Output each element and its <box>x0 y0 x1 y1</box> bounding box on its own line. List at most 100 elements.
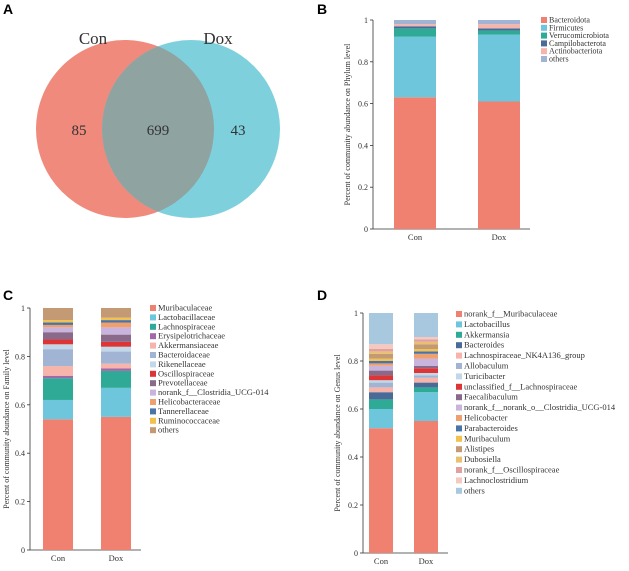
bar-segment-c-con-tannerellaceae <box>43 322 73 325</box>
bar-segment-c-con-others <box>43 308 73 321</box>
bar-segment-d-dox-lachnoclostridium <box>414 337 438 340</box>
legend-label-d-alistipes: Alistipes <box>464 444 494 454</box>
legend-label-c-tannerellaceae: Tannerellaceae <box>158 406 209 416</box>
bar-segment-c-dox-prevotellaceae <box>101 334 131 342</box>
y-tick-label-c-3: 0.6 <box>15 401 25 410</box>
bar-segment-c-con-bacteroidaceae <box>43 349 73 367</box>
bar-segment-b-con-firmicutes <box>394 36 436 98</box>
legend-label-d-lactobacillus: Lactobacillus <box>464 319 510 329</box>
bar-segment-d-dox-parabacteroides <box>414 351 438 354</box>
bar-segment-d-con-allobaculum <box>369 382 393 388</box>
legend-label-c-helicobacteraceae: Helicobacteraceae <box>158 397 221 407</box>
bar-segment-d-dox-helicobacter <box>414 353 438 359</box>
y-axis-title-c: Percent of community abundance on Family… <box>2 348 11 508</box>
y-tick-label-d-1: 0.2 <box>348 501 358 510</box>
bar-segment-d-con-lachnospiraceae-nk4a136-group <box>369 387 393 393</box>
legend-swatch-d-bacteroides <box>456 342 462 349</box>
bar-segment-b-dox-firmicutes <box>478 34 520 102</box>
bar-segment-c-con-norank-f-clostridia-ucg-014 <box>43 327 73 333</box>
bar-segment-d-dox-norank-f-muribaculaceae <box>414 421 438 553</box>
y-tick-label-b-2: 0.4 <box>358 141 368 150</box>
legend-label-b-campilobacterota: Campilobacterota <box>549 39 606 48</box>
bar-segment-b-dox-campilobacterota <box>478 28 520 31</box>
x-tick-label-d-dox: Dox <box>419 556 434 566</box>
legend-label-d-bacteroides: Bacteroides <box>464 340 504 350</box>
y-tick-label-c-4: 0.8 <box>15 352 25 361</box>
x-tick-label-c-dox: Dox <box>109 553 124 563</box>
legend-swatch-d-parabacteroides <box>456 425 462 432</box>
legend-label-b-actinobacteriota: Actinobacteriota <box>549 47 603 56</box>
legend-swatch-d-unclassified-f-lachnospiraceae <box>456 383 462 390</box>
legend-label-d-dubosiella: Dubosiella <box>464 454 501 464</box>
bar-segment-d-dox-lachnospiraceae-nk4a136-group <box>414 377 438 383</box>
y-tick-label-b-4: 0.8 <box>358 58 368 67</box>
legend-swatch-d-akkermansia <box>456 331 462 338</box>
legend-swatch-c-oscillospiraceae <box>150 370 156 377</box>
legend-swatch-c-akkermansiaceae <box>150 342 156 349</box>
y-tick-label-c-1: 0.2 <box>15 498 25 507</box>
bar-segment-d-con-faecalibaculum <box>369 370 393 376</box>
legend-swatch-d-lachnospiraceae-nk4a136-group <box>456 352 462 359</box>
legend-label-b-others: others <box>549 55 569 64</box>
panel-label-b: B <box>317 1 327 17</box>
legend-swatch-d-alistipes <box>456 446 462 453</box>
bar-segment-d-con-unclassified-f-lachnospiraceae <box>369 375 393 381</box>
legend-swatch-c-ruminococcaceae <box>150 417 156 424</box>
bar-segment-b-con-others <box>394 20 436 25</box>
legend-label-c-ruminococcaceae: Ruminococcaceae <box>158 415 220 425</box>
bar-segment-c-con-erysipelotrichaceae <box>43 375 73 379</box>
legend-swatch-c-prevotellaceae <box>150 380 156 387</box>
genus-stacked-bar-chart: 0 0.2 0.4 0.6 0.8 1 Percent of community abund… <box>333 309 616 567</box>
bar-segment-c-dox-erysipelotrichaceae <box>101 368 131 371</box>
bar-segment-c-dox-bacteroidaceae <box>101 351 131 364</box>
bar-segment-d-dox-others <box>414 313 438 337</box>
legend-label-b-bacteroidota: Bacteroidota <box>549 16 590 25</box>
legend-swatch-c-lactobacillaceae <box>150 314 156 321</box>
legend-label-c-others: others <box>158 425 179 435</box>
legend-label-d-lachnospiraceae-nk4a136-group: Lachnospiraceae_NK4A136_group <box>464 350 585 360</box>
x-tick-label-d-con: Con <box>374 556 389 566</box>
panel-label-a: A <box>3 1 13 17</box>
y-axis-title-d: Percent of community abundance on Genus … <box>333 354 342 512</box>
y-tick-label-d-5: 1 <box>354 309 358 318</box>
bar-segment-c-dox-muribaculaceae <box>101 416 131 550</box>
bar-segment-d-dox-allobaculum <box>414 375 438 378</box>
venn-count-shared: 699 <box>147 123 170 139</box>
y-tick-label-b-3: 0.6 <box>358 100 368 109</box>
bar-segment-d-con-alistipes <box>369 353 393 359</box>
y-tick-label-c-0: 0 <box>21 546 25 555</box>
legend-swatch-d-muribaculum <box>456 435 462 442</box>
y-tick-label-b-5: 1 <box>364 16 368 25</box>
legend-label-c-lactobacillaceae: Lactobacillaceae <box>158 312 215 322</box>
bar-segment-b-dox-bacteroidota <box>478 101 520 229</box>
bar-segment-d-dox-muribaculum <box>414 349 438 352</box>
bar-segment-d-dox-norank-f-norank-o-clostridia-ucg-014 <box>414 358 438 366</box>
bar-segment-b-dox-actinobacteriota <box>478 24 520 29</box>
legend-swatch-c-helicobacteraceae <box>150 399 156 405</box>
bar-segment-d-dox-faecalibaculum <box>414 365 438 369</box>
legend-swatch-b-campilobacterota <box>541 40 547 47</box>
bar-segment-c-dox-rikenellaceae <box>101 346 131 352</box>
legend-swatch-d-others <box>456 487 462 494</box>
bar-segment-d-con-akkermansia <box>369 399 393 409</box>
legend-label-c-erysipelotrichaceae: Erysipelotrichaceae <box>158 331 225 341</box>
bar-segment-d-dox-turicibacter <box>414 373 438 376</box>
x-tick-label-b-con: Con <box>408 232 423 242</box>
venn-label-dox: Dox <box>203 29 233 48</box>
bar-segment-d-con-turicibacter <box>369 380 393 383</box>
legend-swatch-c-bacteroidaceae <box>150 352 156 358</box>
legend-label-c-lachnospiraceae: Lachnospiraceae <box>158 321 215 331</box>
bar-segment-c-con-ruminococcaceae <box>43 320 73 323</box>
bar-segment-c-con-lactobacillaceae <box>43 399 73 420</box>
legend-label-c-prevotellaceae: Prevotellaceae <box>158 378 208 388</box>
legend-label-d-turicibacter: Turicibacter <box>464 371 505 381</box>
legend-swatch-c-rikenellaceae <box>150 361 156 368</box>
venn-count-dox-only: 43 <box>231 123 246 139</box>
legend-swatch-c-erysipelotrichaceae <box>150 333 156 340</box>
legend-swatch-b-firmicutes <box>541 24 547 31</box>
legend-label-b-firmicutes: Firmicutes <box>549 23 583 32</box>
phylum-stacked-bar-chart: 0 0.2 0.4 0.6 0.8 1 Percent of community abund… <box>343 16 609 243</box>
legend-label-d-akkermansia: Akkermansia <box>464 329 510 339</box>
bar-segment-d-con-norank-f-norank-o-clostridia-ucg-014 <box>369 365 393 371</box>
